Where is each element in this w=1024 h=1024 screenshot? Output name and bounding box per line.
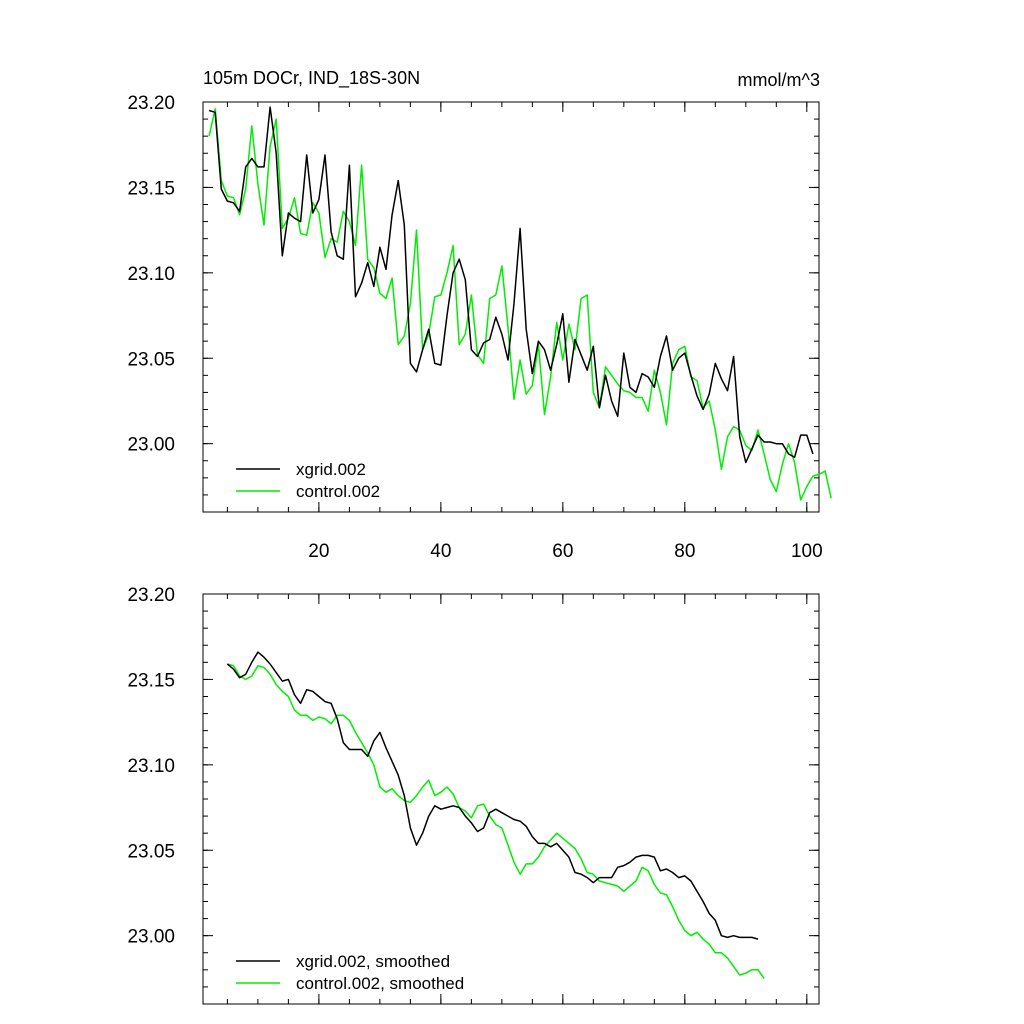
legend-label: control.002, smoothed xyxy=(296,974,464,993)
bottom-chart: 23.00 23.05 23.10 23.15 23.20 xgrid.002, smo… xyxy=(127,585,820,1005)
legend-label: control.002 xyxy=(296,482,380,501)
y-tick-label: 23.05 xyxy=(127,349,175,370)
legend-label: xgrid.002, smoothed xyxy=(296,952,450,971)
x-tick-label: 20 xyxy=(308,541,329,562)
y-tick-label: 23.10 xyxy=(127,264,175,285)
series-line-0 xyxy=(226,651,759,940)
y-tick-label: 23.15 xyxy=(127,670,175,691)
chart-title: 105m DOCr, IND_18S-30N xyxy=(203,68,420,89)
y-tick-label: 23.00 xyxy=(127,435,175,456)
x-tick-label: 100 xyxy=(791,541,823,562)
y-tick-label: 23.10 xyxy=(127,756,175,777)
y-tick-label: 23.20 xyxy=(127,585,175,606)
y-tick-label: 23.15 xyxy=(127,178,175,199)
legend-label: xgrid.002 xyxy=(296,460,366,479)
series-line-1 xyxy=(227,663,765,979)
x-tick-label: 40 xyxy=(430,541,451,562)
y-tick-label: 23.00 xyxy=(127,927,175,948)
top-chart: 105m DOCr, IND_18S-30N mmol/m^3 20 40 60 80… xyxy=(127,68,832,562)
series-line-0 xyxy=(208,106,814,464)
plot-frame xyxy=(202,101,820,513)
x-tick-label: 60 xyxy=(552,541,573,562)
y-tick-label: 23.05 xyxy=(127,841,175,862)
y-tick-label: 23.20 xyxy=(127,93,175,114)
plot-frame xyxy=(202,593,820,1005)
units-label: mmol/m^3 xyxy=(738,70,820,90)
series-line-1 xyxy=(208,108,832,501)
x-tick-label: 80 xyxy=(674,541,695,562)
